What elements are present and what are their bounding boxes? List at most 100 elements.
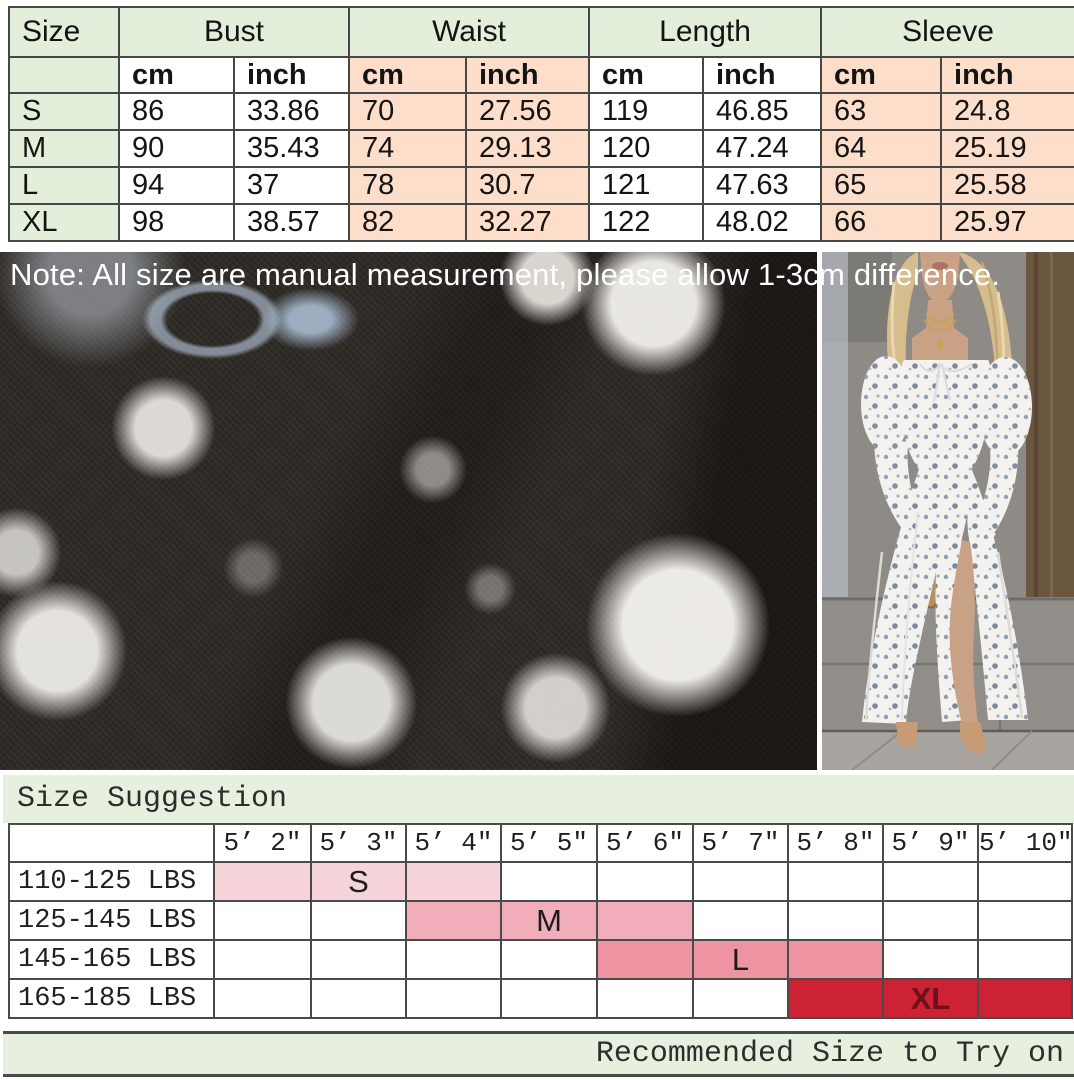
value-cell: 32.27 — [464, 203, 591, 242]
empty-cell — [596, 861, 694, 902]
height-header: 5’ 9″ — [882, 823, 979, 863]
value-cell: 27.56 — [464, 92, 591, 131]
size-label: L — [8, 166, 120, 205]
value-cell: 46.85 — [702, 92, 823, 131]
band-cell-m — [596, 900, 694, 941]
unit-length-inch: inch — [702, 56, 823, 94]
weight-label: 145-165 LBS — [8, 939, 215, 980]
value-cell: 37 — [233, 166, 350, 205]
empty-cell — [500, 978, 598, 1019]
weight-label: 125-145 LBS — [8, 900, 215, 941]
empty-cell — [882, 900, 979, 941]
empty-cell — [213, 939, 312, 980]
value-cell: 64 — [820, 129, 943, 168]
value-cell: 119 — [588, 92, 705, 131]
value-cell: 38.57 — [233, 203, 350, 242]
band-cell-s — [213, 861, 312, 902]
empty-cell — [405, 939, 502, 980]
suggestion-row-xl: 165-185 LBS XL — [8, 978, 1073, 1019]
band-cell-xl: XL — [882, 978, 979, 1019]
value-cell: 90 — [118, 129, 235, 168]
size-measurement-table: Size Bust Waist Length Sleeve cm inch cm… — [8, 6, 1074, 242]
value-cell: 94 — [118, 166, 235, 205]
value-cell: 30.7 — [464, 166, 591, 205]
value-cell: 29.13 — [464, 129, 591, 168]
empty-cell — [500, 861, 598, 902]
empty-cell — [882, 939, 979, 980]
unit-bust-inch: inch — [233, 56, 350, 94]
band-cell-m — [405, 900, 502, 941]
empty-cell — [596, 978, 694, 1019]
empty-cell — [310, 900, 407, 941]
empty-cell — [977, 861, 1073, 902]
unit-sleeve-inch: inch — [940, 56, 1074, 94]
size-suggestion-table: 5’ 2″ 5’ 3″ 5’ 4″ 5’ 5″ 5’ 6″ 5’ 7″ 5’ 8… — [8, 823, 1073, 1019]
value-cell: 63 — [820, 92, 943, 131]
size-row-m: M 90 35.43 74 29.13 120 47.24 64 25.19 — [8, 129, 1074, 168]
band-cell-l — [787, 939, 884, 980]
value-cell: 25.97 — [940, 203, 1074, 242]
value-cell: 48.02 — [702, 203, 823, 242]
empty-cell — [213, 900, 312, 941]
value-cell: 47.24 — [702, 129, 823, 168]
value-cell: 33.86 — [233, 92, 350, 131]
value-cell: 65 — [820, 166, 943, 205]
value-cell: 70 — [348, 92, 467, 131]
value-cell: 98 — [118, 203, 235, 242]
col-header-length: Length — [588, 6, 823, 58]
unit-bust-cm: cm — [118, 56, 235, 94]
height-header: 5’ 7″ — [692, 823, 789, 863]
value-cell: 86 — [118, 92, 235, 131]
height-header: 5’ 3″ — [310, 823, 407, 863]
height-header-row: 5’ 2″ 5’ 3″ 5’ 4″ 5’ 5″ 5’ 6″ 5’ 7″ 5’ 8… — [8, 823, 1073, 863]
height-header: 5’ 8″ — [787, 823, 884, 863]
size-label: XL — [8, 203, 120, 242]
empty-cell — [500, 939, 598, 980]
value-cell: 82 — [348, 203, 467, 242]
units-spacer-cell — [8, 56, 120, 94]
unit-waist-cm: cm — [348, 56, 467, 94]
measurement-note: Note: All size are manual measurement, p… — [10, 257, 1001, 292]
col-header-waist: Waist — [347, 6, 591, 58]
empty-cell — [405, 978, 502, 1019]
empty-cell — [977, 939, 1073, 980]
size-suggestion-section: 5’ 2″ 5’ 3″ 5’ 4″ 5’ 5″ 5’ 6″ 5’ 7″ 5’ 8… — [8, 823, 1073, 1019]
height-header: 5’ 4″ — [405, 823, 502, 863]
suggestion-row-s: 110-125 LBS S — [8, 861, 1073, 902]
empty-cell — [213, 978, 312, 1019]
value-cell: 24.8 — [940, 92, 1074, 131]
size-row-xl: XL 98 38.57 82 32.27 122 48.02 66 25.97 — [8, 203, 1074, 242]
size-label: M — [8, 129, 120, 168]
empty-cell — [692, 861, 789, 902]
table-units-row: cm inch cm inch cm inch cm inch — [8, 56, 1074, 94]
value-cell: 25.58 — [940, 166, 1074, 205]
weight-label: 110-125 LBS — [8, 861, 215, 902]
size-letter: M — [536, 902, 562, 938]
empty-cell — [787, 861, 884, 902]
size-row-l: L 94 37 78 30.7 121 47.63 65 25.58 — [8, 166, 1074, 205]
band-cell-m: M — [500, 900, 598, 941]
size-label: S — [8, 92, 120, 131]
unit-sleeve-cm: cm — [820, 56, 943, 94]
value-cell: 122 — [588, 203, 705, 242]
empty-cell — [310, 978, 407, 1019]
model-illustration — [822, 252, 1074, 771]
unit-waist-inch: inch — [464, 56, 591, 94]
measurement-table-section: Size Bust Waist Length Sleeve cm inch cm… — [8, 6, 1074, 242]
value-cell: 120 — [588, 129, 705, 168]
empty-cell — [977, 900, 1073, 941]
col-header-size: Size — [8, 6, 120, 58]
value-cell: 66 — [820, 203, 943, 242]
value-cell: 35.43 — [233, 129, 350, 168]
band-cell-xl — [787, 978, 884, 1019]
suggestion-row-m: 125-145 LBS M — [8, 900, 1073, 941]
col-header-bust: Bust — [118, 6, 350, 58]
band-cell-s: S — [310, 861, 407, 902]
fabric-closeup-photo — [0, 252, 817, 770]
value-cell: 78 — [348, 166, 467, 205]
empty-cell — [787, 900, 884, 941]
band-cell-l — [596, 939, 694, 980]
value-cell: 74 — [348, 129, 467, 168]
size-letter: L — [731, 941, 750, 977]
size-suggestion-title: Size Suggestion — [3, 775, 1074, 823]
